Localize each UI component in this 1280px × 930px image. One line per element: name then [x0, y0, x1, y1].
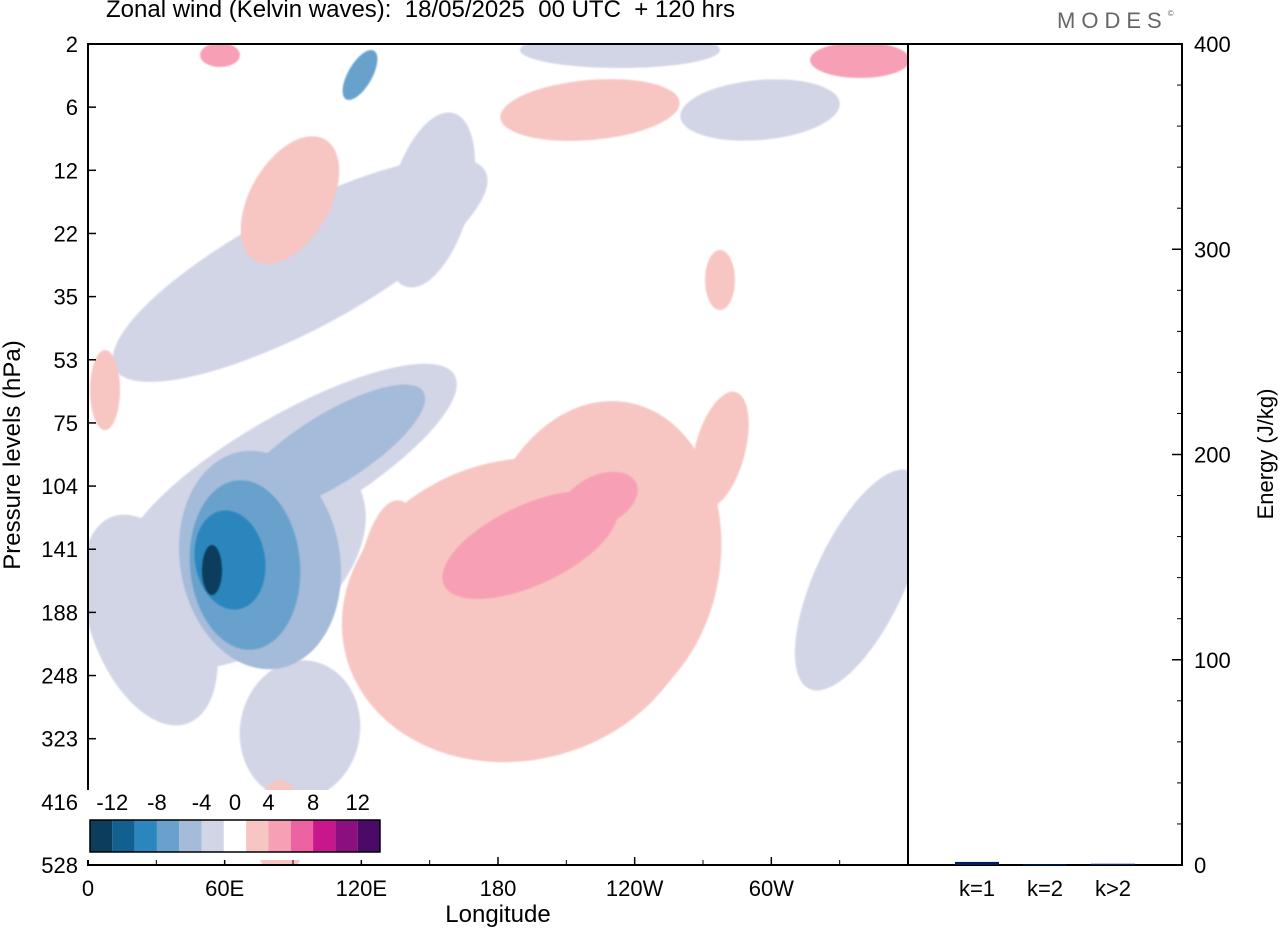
y-tick-label: 141 — [41, 537, 78, 562]
energy-tick-label: 300 — [1194, 237, 1231, 262]
colorbar-label: 0 — [229, 790, 241, 815]
colorbar-swatch — [335, 820, 358, 852]
y-tick-label: 416 — [41, 790, 78, 815]
energy-axis-label: Energy (J/kg) — [1253, 389, 1278, 520]
colorbar-swatch — [246, 820, 269, 852]
chart-title: Zonal wind (Kelvin waves): 18/05/2025 00… — [106, 0, 735, 23]
colorbar-swatch — [223, 820, 247, 852]
colorbar-swatch — [179, 820, 202, 852]
y-tick-label: 2 — [66, 32, 78, 57]
colorbar-swatch — [290, 820, 314, 852]
y-tick-label: 22 — [54, 221, 78, 246]
axes: 0 60E 120E 180 120W 60W Longitude 2 6 12 22 35 53 75 1… — [0, 32, 1183, 928]
colorbar-swatch — [112, 820, 135, 852]
energy-category-label: k=1 — [959, 876, 995, 901]
colorbar-label: -8 — [147, 790, 167, 815]
x-tick-label: 120E — [336, 876, 387, 901]
field-pos-mid-right — [705, 250, 735, 310]
x-tick-label: 0 — [82, 876, 94, 901]
energy-tick-label: 400 — [1194, 32, 1231, 57]
field-pos-upper-right — [500, 79, 680, 141]
energy-bar — [955, 861, 999, 865]
colorbar-label: 8 — [307, 790, 319, 815]
field-neg-top-cell — [342, 50, 378, 100]
field-pos-left-column — [354, 500, 426, 700]
field-pos-right-blob — [691, 391, 749, 509]
y-tick-label: 188 — [41, 600, 78, 625]
field-neg-lower-tail — [239, 660, 361, 800]
colorbar: -12 -8 -4 0 4 8 12 — [86, 790, 384, 860]
colorbar-swatch — [156, 820, 180, 852]
colorbar-swatch — [357, 820, 380, 852]
energy-panel: 0 100 200 300 400 Energy (J/kg) k=1 k=2 k>2 — [955, 32, 1278, 901]
field-pos-main-inner2 — [562, 471, 638, 529]
x-axis-label: Longitude — [445, 901, 550, 928]
wind-field — [88, 44, 908, 865]
field-pos-upper-left — [240, 136, 340, 264]
logo-mark: © — [1167, 8, 1174, 18]
colorbar-swatch — [313, 820, 336, 852]
modes-logo: MODES© — [1057, 8, 1174, 34]
colorbar-swatch — [134, 820, 157, 852]
field-neg-main-center — [202, 545, 222, 595]
energy-category-label: k=2 — [1027, 876, 1063, 901]
energy-category-label: k>2 — [1095, 876, 1131, 901]
x-tick-label: 60E — [205, 876, 244, 901]
energy-tick-label: 200 — [1194, 443, 1231, 468]
y-tick-label: 323 — [41, 727, 78, 752]
colorbar-label: -4 — [192, 790, 212, 815]
y-axis-label: Pressure levels (hPa) — [0, 340, 26, 569]
field-neg-upper-column — [384, 112, 476, 288]
energy-frame — [907, 43, 1183, 866]
field-pos-far-left — [90, 350, 120, 430]
x-tick-label: 180 — [480, 876, 517, 901]
field-pos-main-right — [478, 401, 722, 719]
colorbar-swatch — [90, 820, 113, 852]
y-tick-label: 528 — [41, 853, 78, 878]
x-tick-label: 120W — [606, 876, 664, 901]
field-neg-right-column — [794, 469, 908, 691]
y-tick-label: 248 — [41, 664, 78, 689]
field-neg-band-mid — [234, 384, 426, 516]
y-tick-label: 75 — [54, 411, 78, 436]
energy-bar — [1091, 863, 1135, 865]
energy-bar — [1023, 864, 1067, 866]
colorbar-label: 12 — [345, 790, 369, 815]
colorbar-frame — [89, 819, 381, 853]
field-neg-top-strip — [520, 44, 720, 68]
field-neg-top-right — [680, 79, 840, 141]
colorbar-label: -12 — [96, 790, 128, 815]
y-tick-label: 35 — [54, 285, 78, 310]
colorbar-swatch — [201, 820, 224, 852]
y-tick-label: 6 — [66, 95, 78, 120]
colorbar-label: 4 — [262, 790, 274, 815]
x-tick-label: 60W — [749, 876, 794, 901]
field-pos-top-right — [810, 44, 908, 78]
logo-text: MODES — [1057, 8, 1168, 33]
energy-tick-label: 100 — [1194, 648, 1231, 673]
energy-tick-label: 0 — [1194, 853, 1206, 878]
colorbar-swatch — [268, 820, 291, 852]
field-pos-top-left — [200, 44, 240, 67]
y-tick-label: 53 — [54, 348, 78, 373]
y-tick-label: 104 — [41, 474, 78, 499]
y-tick-label: 12 — [54, 158, 78, 183]
